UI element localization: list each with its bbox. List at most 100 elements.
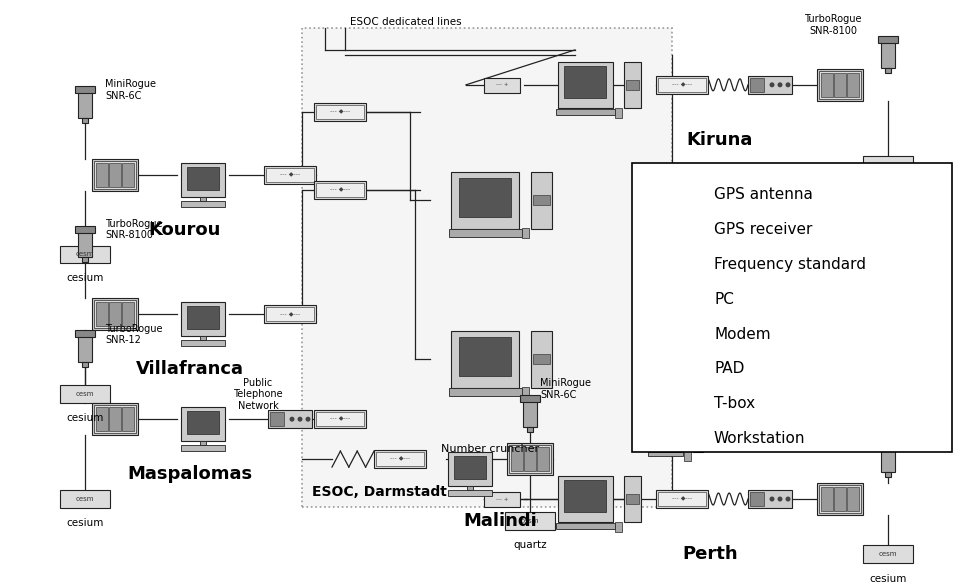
Bar xyxy=(658,492,706,506)
Bar xyxy=(505,512,555,530)
Bar xyxy=(649,425,681,452)
Bar xyxy=(662,177,678,184)
Bar xyxy=(556,109,615,115)
Bar xyxy=(821,487,833,511)
Bar xyxy=(695,433,701,443)
Text: cesium: cesium xyxy=(870,574,906,584)
Bar xyxy=(270,412,284,426)
Text: --- +: --- + xyxy=(495,82,508,87)
Text: MiniRogue
SNR-6C: MiniRogue SNR-6C xyxy=(540,378,591,400)
Bar xyxy=(648,363,692,374)
Circle shape xyxy=(298,417,302,422)
Bar xyxy=(507,443,553,475)
Bar xyxy=(655,397,685,409)
Bar xyxy=(96,302,108,326)
Text: Number cruncher: Number cruncher xyxy=(441,444,540,454)
Bar xyxy=(817,483,863,515)
Bar xyxy=(531,331,552,388)
Bar xyxy=(885,68,891,73)
Bar xyxy=(522,228,529,238)
Bar xyxy=(96,407,108,431)
Text: TurboRogue
SNR-8100: TurboRogue SNR-8100 xyxy=(804,414,862,435)
Bar xyxy=(376,452,424,466)
Bar xyxy=(533,355,550,364)
Text: cesm: cesm xyxy=(520,518,540,524)
Bar xyxy=(655,222,665,236)
Bar xyxy=(653,426,678,445)
Text: --- +: --- + xyxy=(495,497,508,501)
Text: --- ◆---: --- ◆--- xyxy=(672,82,692,87)
Bar xyxy=(885,472,891,477)
Text: --- ◆---: --- ◆--- xyxy=(330,187,350,192)
Bar xyxy=(624,62,641,108)
Bar xyxy=(847,73,859,97)
Bar xyxy=(632,163,952,452)
Bar xyxy=(316,105,364,119)
Bar xyxy=(200,441,206,445)
Bar xyxy=(266,307,314,321)
Bar xyxy=(448,452,492,486)
Bar xyxy=(78,232,92,257)
Bar xyxy=(451,331,519,388)
Bar xyxy=(316,183,364,197)
Bar xyxy=(878,440,898,447)
Text: cesm: cesm xyxy=(76,496,94,502)
Bar xyxy=(527,427,533,432)
Text: --- ◆---: --- ◆--- xyxy=(390,457,410,462)
Bar xyxy=(531,171,552,229)
Circle shape xyxy=(305,417,310,422)
Bar xyxy=(533,195,550,205)
Bar xyxy=(684,451,691,461)
Bar xyxy=(667,205,673,209)
Circle shape xyxy=(770,497,775,501)
Bar xyxy=(626,80,639,90)
Bar xyxy=(863,545,913,563)
Bar xyxy=(459,178,511,216)
Bar xyxy=(651,218,689,239)
Text: --- ◆---: --- ◆--- xyxy=(280,312,300,317)
Bar xyxy=(264,166,316,184)
Bar xyxy=(467,486,473,490)
Text: GPS antenna: GPS antenna xyxy=(714,187,813,202)
Bar xyxy=(454,456,486,479)
Bar xyxy=(656,490,708,508)
Text: Villafranca: Villafranca xyxy=(136,360,244,378)
Bar xyxy=(558,476,613,522)
Text: cesium: cesium xyxy=(870,184,906,194)
Bar xyxy=(652,326,688,340)
Bar xyxy=(878,36,898,43)
Bar xyxy=(200,197,206,201)
Bar xyxy=(881,446,895,472)
Bar xyxy=(677,222,687,236)
Bar xyxy=(817,69,863,101)
Bar xyxy=(60,386,110,403)
Text: cesm: cesm xyxy=(76,252,94,257)
Bar xyxy=(92,159,138,191)
Bar xyxy=(564,480,606,512)
Text: Perth: Perth xyxy=(683,545,738,563)
Text: TurboRogue
SNR-8100: TurboRogue SNR-8100 xyxy=(804,14,862,36)
Circle shape xyxy=(685,331,690,336)
Text: cesm: cesm xyxy=(76,391,94,397)
Text: cesm: cesm xyxy=(878,551,898,557)
Bar xyxy=(94,405,136,433)
Text: --- +: --- + xyxy=(663,401,676,406)
Bar xyxy=(200,336,206,340)
Text: cesium: cesium xyxy=(66,518,104,528)
Bar xyxy=(646,362,694,376)
Bar xyxy=(302,28,672,507)
Bar xyxy=(94,161,136,188)
Bar xyxy=(656,287,684,309)
Text: cesm: cesm xyxy=(878,161,898,168)
Bar xyxy=(181,445,225,451)
Bar xyxy=(82,118,88,123)
Bar xyxy=(523,401,537,427)
Bar xyxy=(656,76,708,94)
Bar xyxy=(109,302,121,326)
Bar xyxy=(653,219,687,238)
Text: --- ◆---: --- ◆--- xyxy=(330,417,350,422)
Text: Public
Telephone
Network: Public Telephone Network xyxy=(233,378,283,411)
Bar xyxy=(82,362,88,367)
Bar xyxy=(448,490,492,496)
Bar xyxy=(60,246,110,263)
